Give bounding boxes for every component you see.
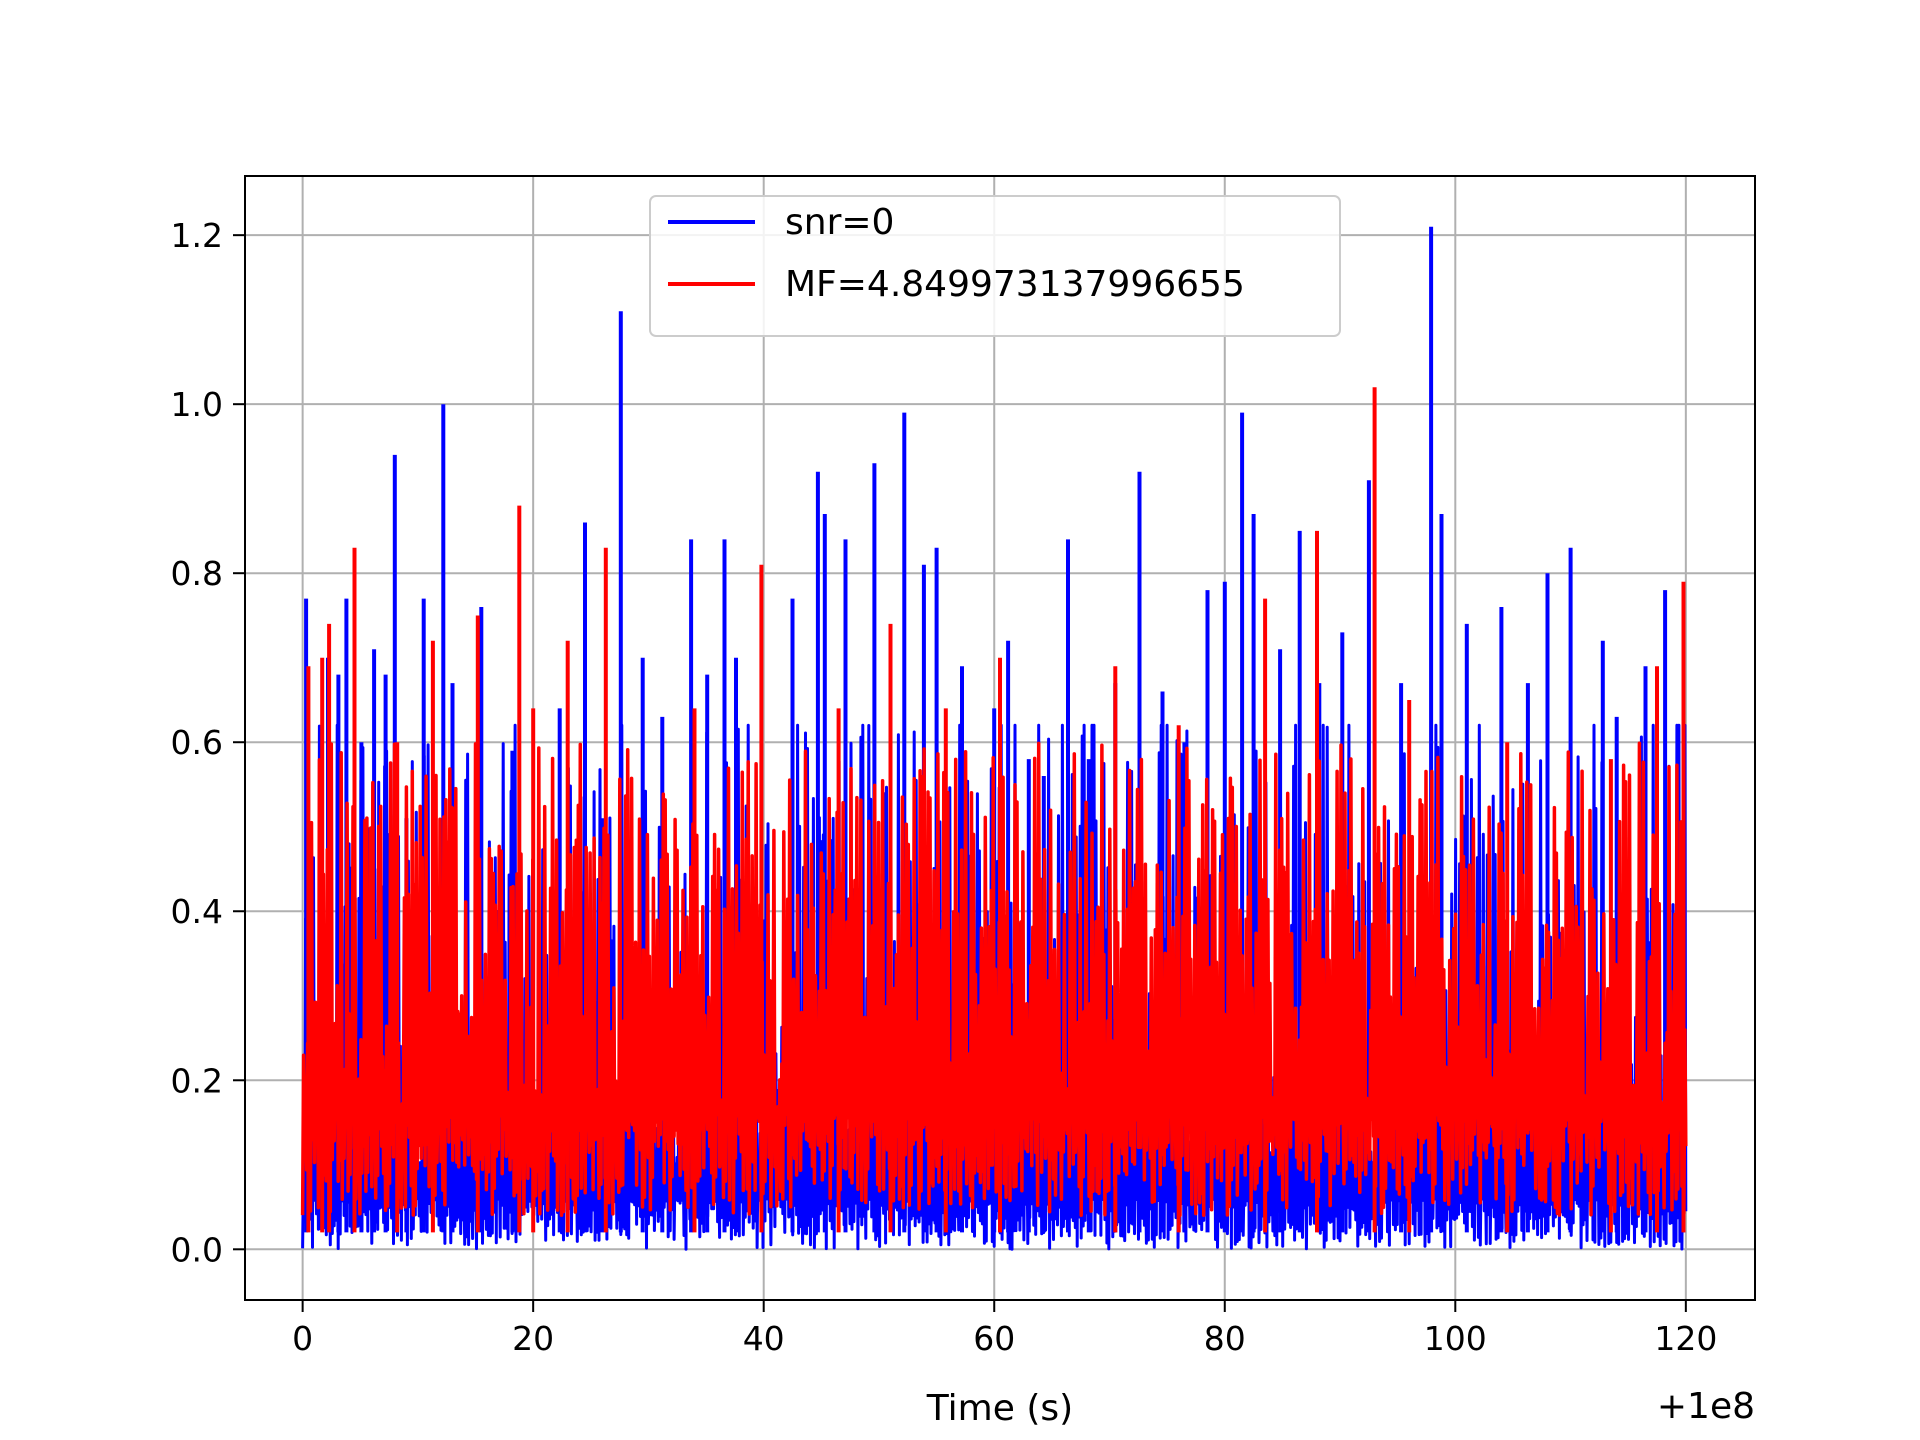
- legend-label-snr: snr=0: [785, 202, 894, 243]
- x-axis-offset-label: +1e8: [1657, 1386, 1755, 1427]
- x-tick-label: 60: [973, 1319, 1015, 1358]
- x-axis: 0 20 40 60 80 100 120: [292, 1300, 1717, 1358]
- x-tick-label: 100: [1424, 1319, 1487, 1358]
- y-axis: 0.0 0.2 0.4 0.6 0.8 1.0 1.2: [171, 216, 245, 1269]
- series-mf-peaks: [306, 387, 1686, 1233]
- x-tick-label: 120: [1654, 1319, 1717, 1358]
- plot-frame: [244, 175, 1756, 1301]
- x-tick-label: 40: [743, 1319, 785, 1358]
- legend-box: [649, 195, 1341, 337]
- y-tick-label: 1.2: [171, 216, 223, 255]
- x-tick-label: 20: [512, 1319, 554, 1358]
- x-tick-label: 0: [292, 1319, 313, 1358]
- y-tick-label: 0.2: [171, 1061, 223, 1100]
- series-layer: [300, 226, 1688, 1251]
- legend-label-mf: MF=4.849973137996655: [785, 264, 1245, 305]
- legend: snr=0 MF=4.849973137996655: [649, 195, 1341, 337]
- y-tick-label: 0.8: [171, 554, 223, 593]
- y-tick-label: 1.0: [171, 385, 223, 424]
- y-tick-label: 0.4: [171, 892, 223, 931]
- y-tick-label: 0.0: [171, 1230, 223, 1269]
- x-axis-label: Time (s): [926, 1388, 1073, 1429]
- x-tick-label: 80: [1204, 1319, 1246, 1358]
- y-tick-label: 0.6: [171, 723, 223, 762]
